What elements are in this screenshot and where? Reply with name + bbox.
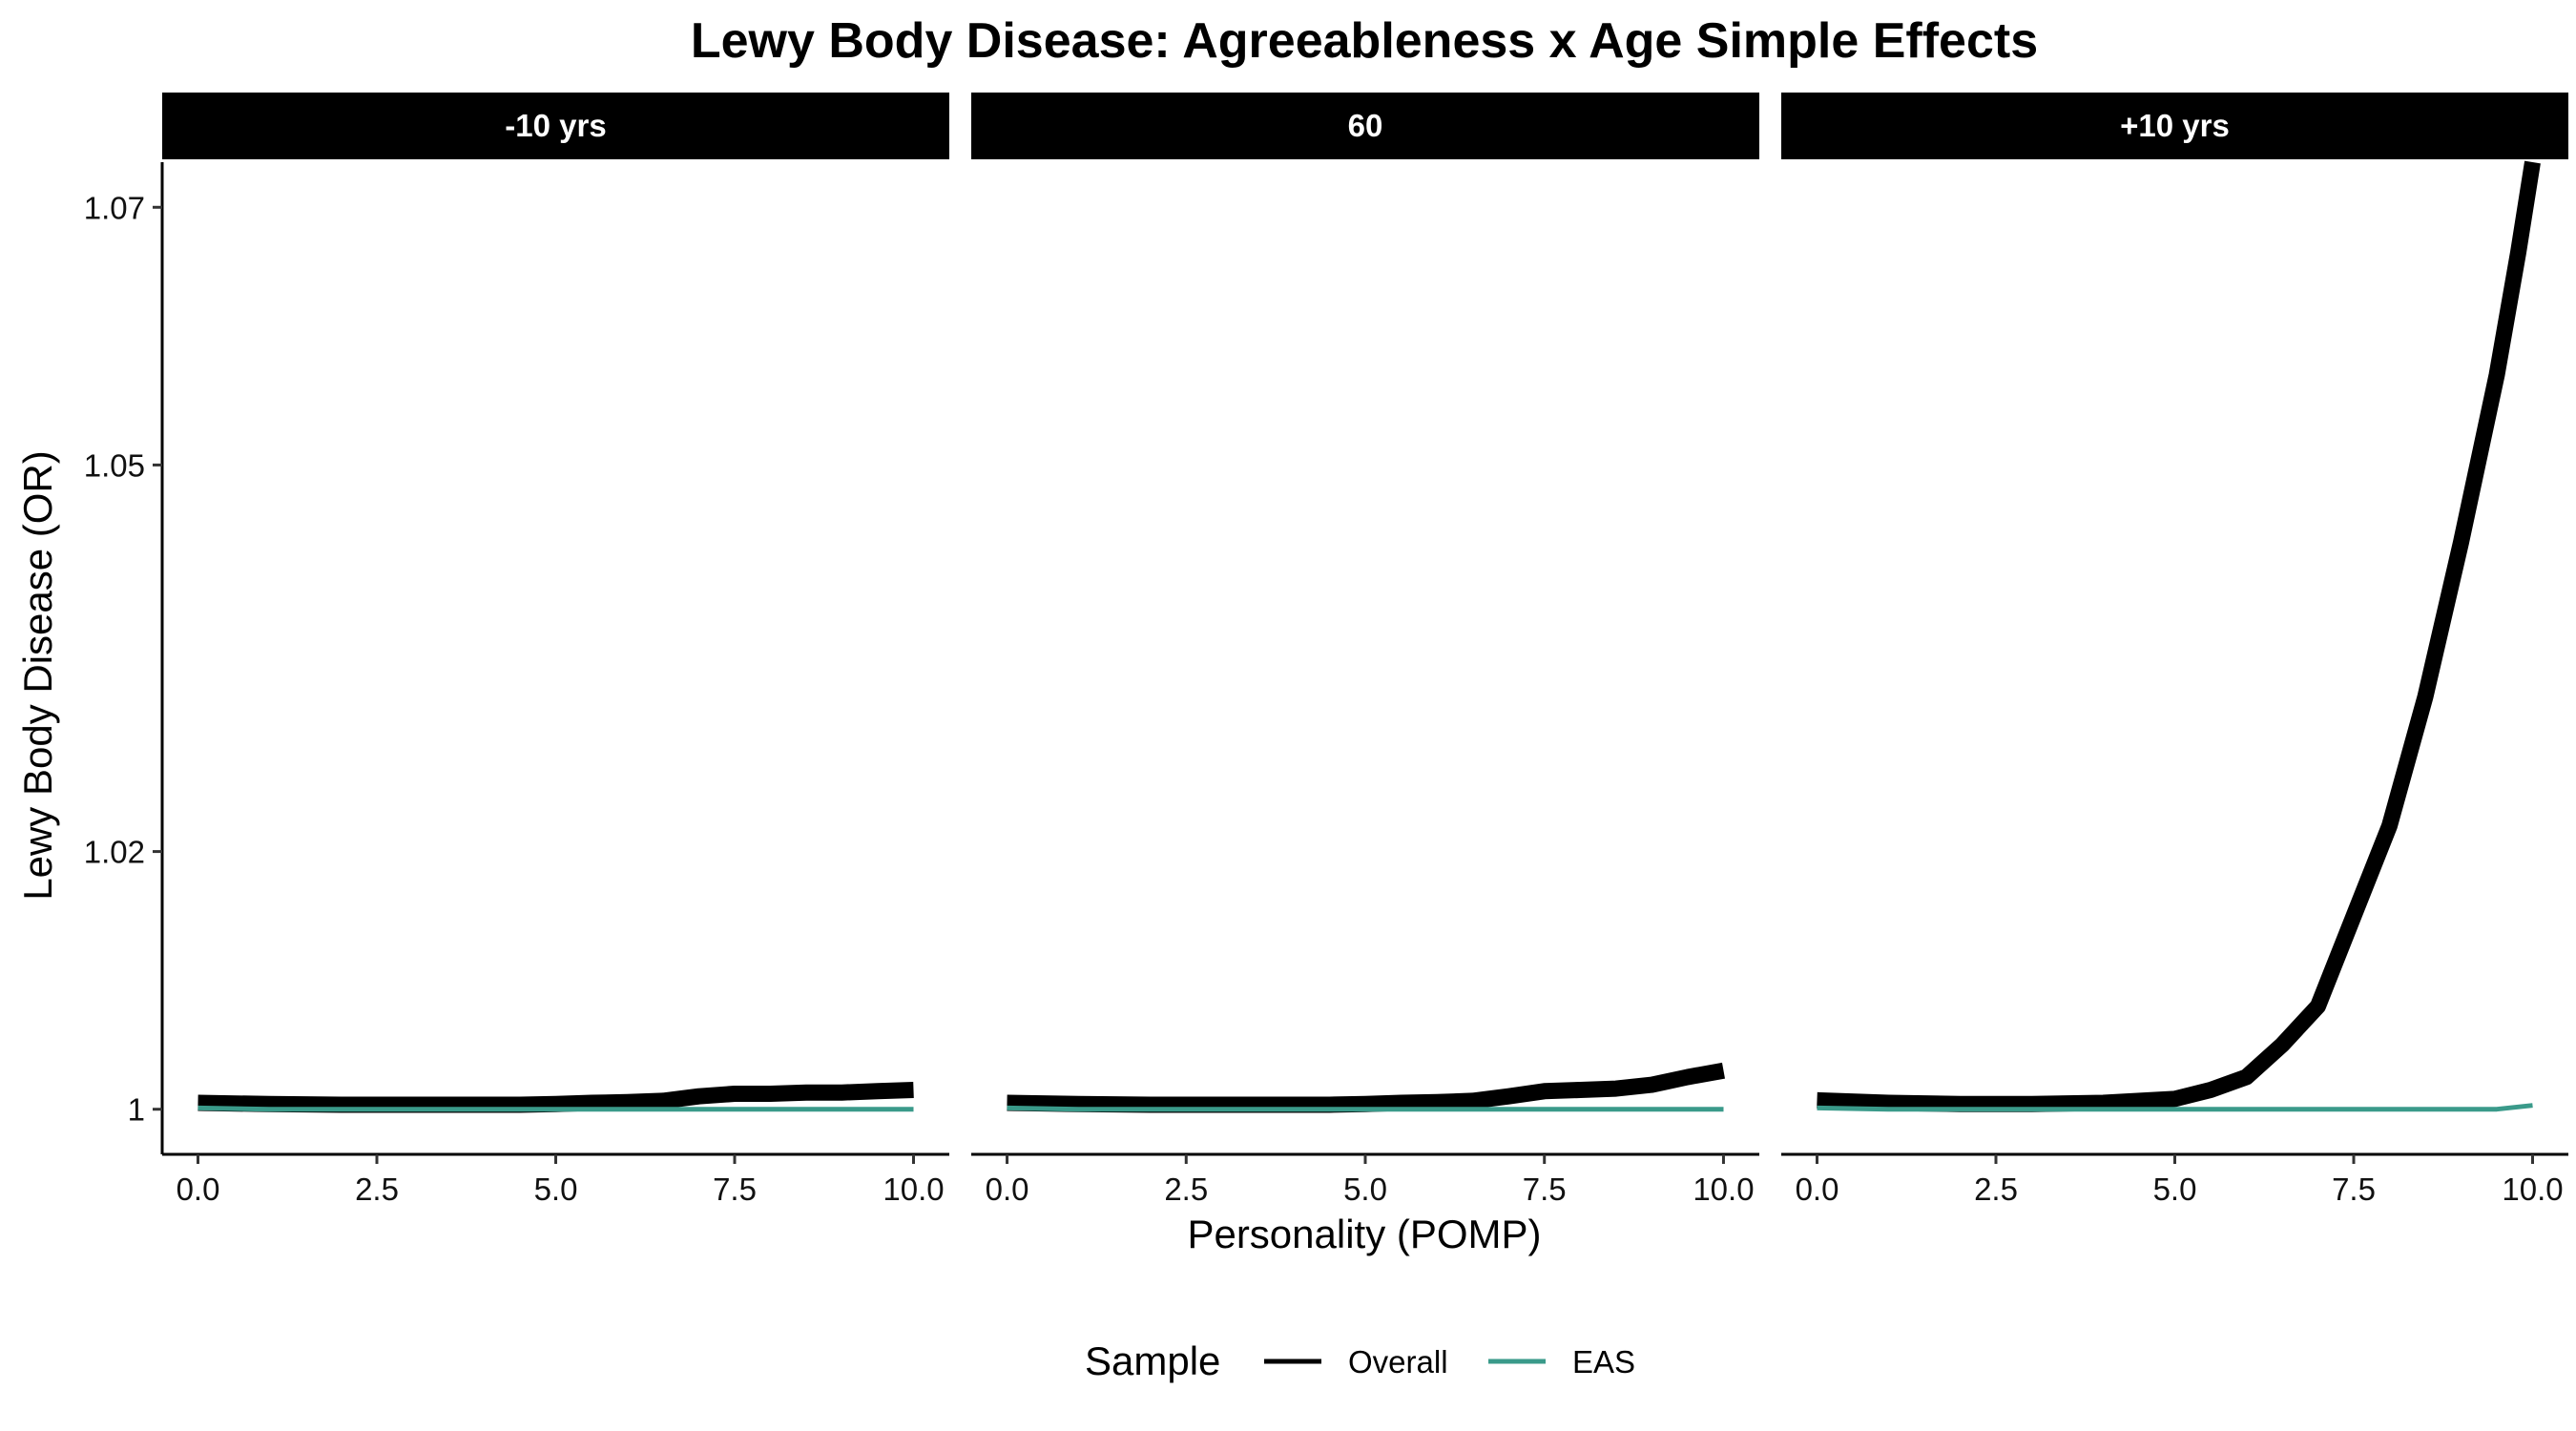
legend: Sample Overall EAS [1085,1338,1635,1383]
legend-title: Sample [1085,1338,1220,1383]
x-tick-label: 7.5 [713,1172,757,1207]
x-tick-label: 2.5 [1974,1172,2018,1207]
series-line-eas [1007,1105,1724,1112]
x-tick-label: 0.0 [986,1172,1029,1207]
series-group [1007,1062,1726,1113]
series-group [1817,160,2541,1112]
y-tick-label: 1.07 [84,190,145,225]
x-tick-label: 7.5 [1523,1172,1567,1207]
series-line-eas [1817,1103,2533,1112]
panel-strip [971,93,1759,159]
y-tick-label: 1 [128,1092,145,1128]
y-tick-label: 1.05 [84,447,145,483]
x-tick-label: 10.0 [2502,1172,2563,1207]
x-tick-label: 2.5 [1164,1172,1208,1207]
series-line-overall [197,1082,914,1113]
x-tick-label: 7.5 [2332,1172,2376,1207]
y-axis-title: Lewy Body Disease (OR) [15,450,60,901]
x-tick-label: 10.0 [1693,1172,1754,1207]
panel-strip-label: -10 yrs [505,108,606,143]
panel-strip-label: 60 [1348,108,1383,143]
facet-panels: -10 yrs 0.0 2.5 5.0 7.5 10.0 1 1.02 1.05 1.07 60 0.… [84,93,2568,1207]
panel-strip [162,93,949,159]
x-tick-label: 10.0 [883,1172,944,1207]
series-group [197,1082,914,1113]
panel-strip-label: +10 yrs [2120,108,2230,143]
legend-label-eas: EAS [1572,1344,1635,1379]
y-tick-label: 1.02 [84,835,145,870]
panel-10-yrs: +10 yrs 0.0 2.5 5.0 7.5 10.0 [1781,93,2568,1207]
chart-title: Lewy Body Disease: Agreeableness x Age S… [691,13,2038,69]
x-tick-label: 0.0 [1796,1172,1839,1207]
legend-label-overall: Overall [1348,1344,1448,1379]
x-tick-label: 0.0 [177,1172,220,1207]
series-line-overall [1817,160,2541,1112]
series-line-eas [197,1105,914,1112]
x-tick-label: 5.0 [534,1172,578,1207]
x-tick-label: 5.0 [2153,1172,2197,1207]
panel-strip [1781,93,2568,159]
x-tick-label: 5.0 [1343,1172,1387,1207]
x-tick-label: 2.5 [355,1172,399,1207]
panel-60: 60 0.0 2.5 5.0 7.5 10.0 [971,93,1759,1207]
x-axis-title: Personality (POMP) [1187,1212,1541,1256]
panel-10-yrs: -10 yrs 0.0 2.5 5.0 7.5 10.0 1 1.02 1.05 1.07 [84,93,949,1207]
series-line-overall [1007,1062,1726,1113]
